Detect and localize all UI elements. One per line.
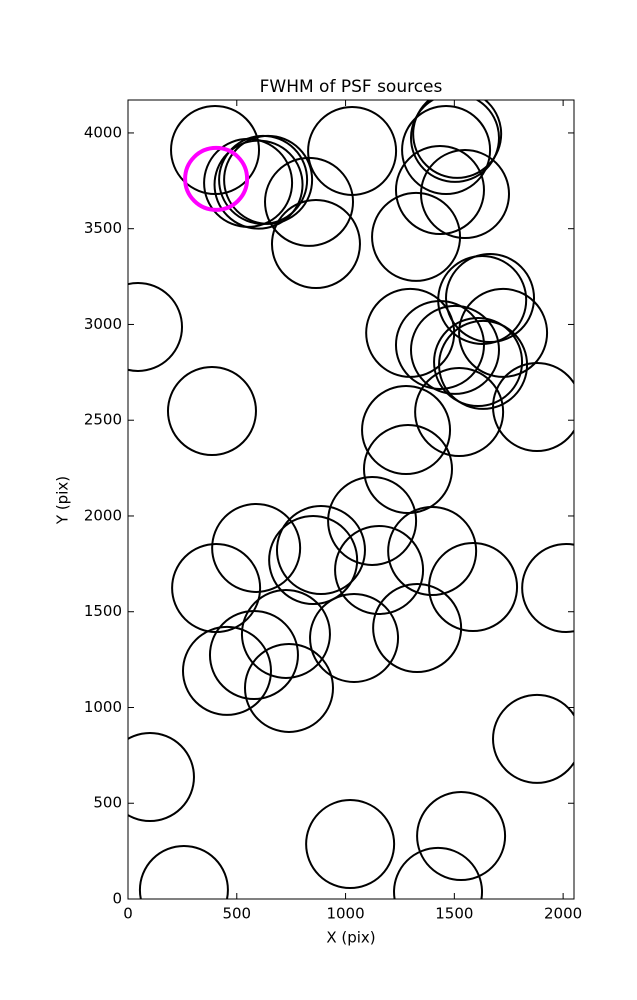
psf-source bbox=[416, 790, 507, 881]
y-tick-label: 1000 bbox=[84, 698, 122, 716]
chart-title: FWHM of PSF sources bbox=[260, 77, 443, 97]
plot-frame bbox=[127, 99, 575, 900]
psf-source bbox=[371, 191, 462, 282]
psf-source bbox=[327, 475, 418, 566]
y-axis-label: Y (pix) bbox=[54, 476, 72, 525]
psf-source bbox=[138, 845, 229, 899]
psf-source bbox=[307, 105, 398, 196]
psf-source bbox=[492, 693, 574, 784]
psf-source bbox=[181, 625, 272, 716]
psf-source bbox=[387, 506, 478, 597]
x-tick-label: 2000 bbox=[544, 905, 582, 923]
psf-source bbox=[409, 304, 500, 395]
y-tick-label: 3500 bbox=[84, 219, 122, 237]
y-tick-label: 2500 bbox=[84, 411, 122, 429]
y-tick-label: 3000 bbox=[84, 315, 122, 333]
psf-source bbox=[243, 642, 334, 733]
psf-source bbox=[334, 524, 425, 615]
psf-source bbox=[240, 588, 331, 679]
psf-source bbox=[363, 424, 454, 515]
x-tick-label: 1000 bbox=[326, 905, 364, 923]
x-axis-label: X (pix) bbox=[326, 929, 375, 947]
psf-source bbox=[458, 287, 549, 378]
y-tick-label: 500 bbox=[93, 794, 122, 812]
y-tick-label: 0 bbox=[112, 890, 122, 908]
psf-source bbox=[305, 799, 396, 890]
psf-source bbox=[433, 316, 524, 407]
psf-source bbox=[213, 139, 304, 230]
psf-source bbox=[492, 362, 574, 452]
psf-source bbox=[166, 366, 257, 457]
psf-source bbox=[393, 846, 484, 899]
psf-source bbox=[414, 366, 505, 457]
psf-source bbox=[412, 100, 503, 179]
psf-source bbox=[211, 502, 302, 593]
x-tick-label: 0 bbox=[123, 905, 133, 923]
psf-source bbox=[270, 199, 361, 290]
psf-source bbox=[208, 610, 299, 701]
psf-source bbox=[401, 104, 492, 195]
plot-area bbox=[128, 100, 574, 899]
psf-source bbox=[361, 384, 452, 475]
psf-source bbox=[394, 299, 485, 390]
x-tick-label: 1500 bbox=[435, 905, 473, 923]
psf-source bbox=[128, 732, 195, 822]
highlight-source bbox=[183, 145, 250, 212]
psf-source bbox=[521, 542, 574, 633]
psf-source bbox=[365, 287, 456, 378]
psf-source bbox=[128, 281, 183, 372]
psf-source bbox=[372, 583, 463, 674]
psf-source bbox=[445, 253, 536, 344]
psf-source bbox=[268, 515, 359, 606]
psf-source bbox=[394, 145, 485, 236]
y-tick-label: 1500 bbox=[84, 602, 122, 620]
psf-source bbox=[171, 542, 262, 633]
y-tick-label: 4000 bbox=[84, 123, 122, 141]
y-tick-label: 2000 bbox=[84, 506, 122, 524]
x-tick-label: 500 bbox=[222, 905, 251, 923]
psf-source bbox=[420, 149, 511, 240]
psf-source bbox=[275, 505, 366, 596]
psf-source bbox=[223, 134, 314, 225]
psf-source bbox=[264, 156, 355, 247]
psf-source bbox=[428, 542, 519, 633]
psf-source bbox=[309, 592, 400, 683]
psf-source bbox=[410, 100, 500, 183]
